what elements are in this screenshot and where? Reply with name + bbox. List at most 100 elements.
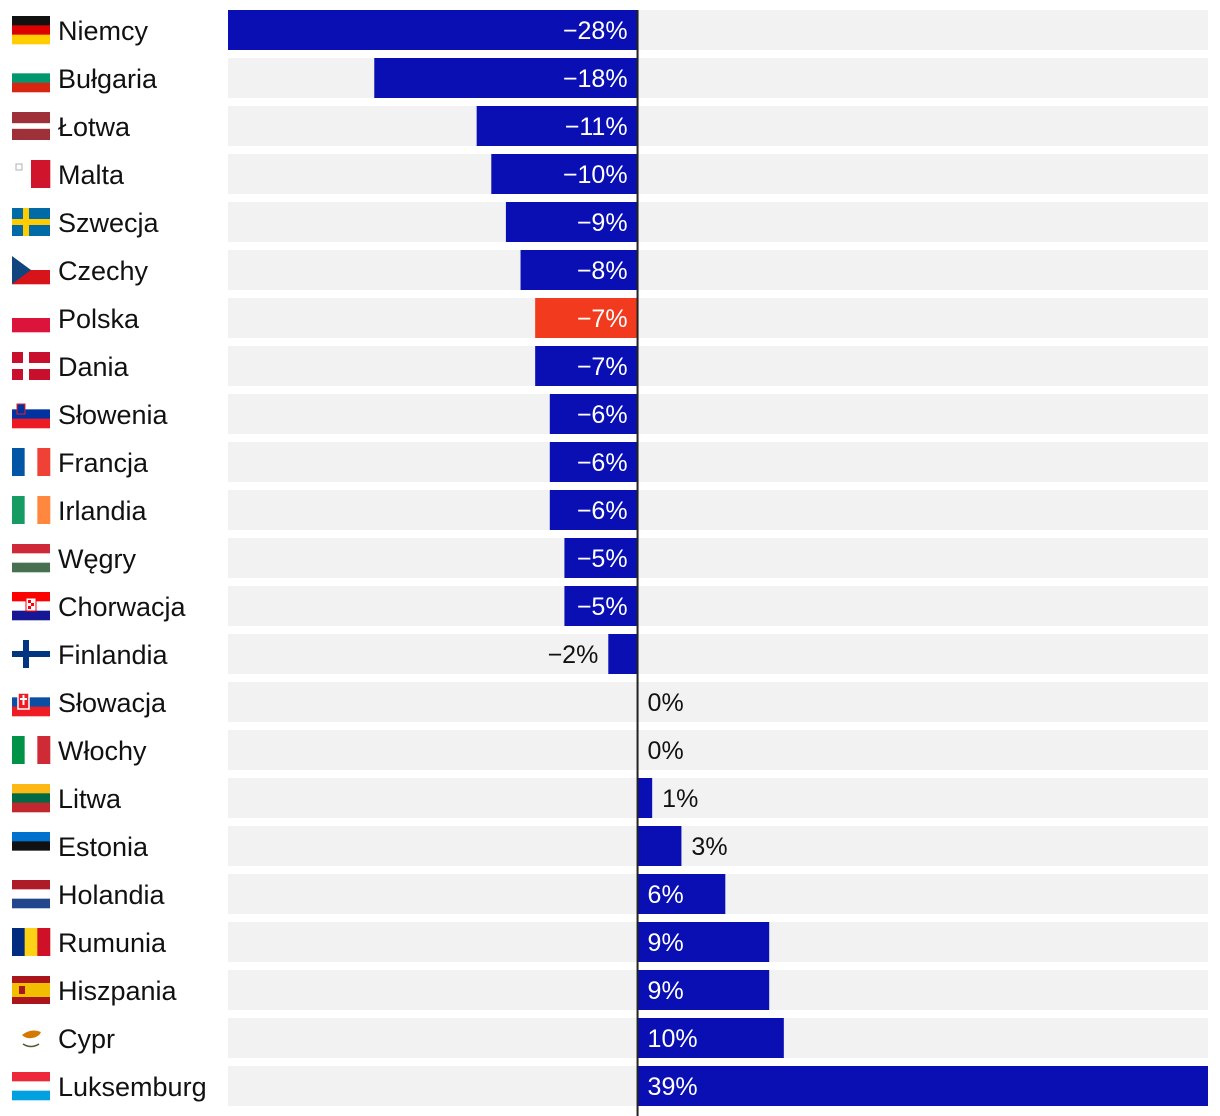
- value-label-niemcy: −28%: [563, 17, 628, 45]
- flag-sk-icon: [12, 688, 50, 717]
- row-track-litwa: [228, 778, 1208, 818]
- flag-si-icon: [12, 400, 50, 429]
- value-label-slowenia: −6%: [577, 401, 628, 429]
- country-label-estonia: Estonia: [58, 832, 149, 862]
- bar-holandia: [637, 874, 726, 914]
- country-label-czechy: Czechy: [58, 256, 149, 286]
- flag-fi-icon: [12, 640, 50, 668]
- country-label-slowacja: Słowacja: [58, 688, 167, 718]
- flag-fr-icon: [12, 448, 51, 476]
- row-track-szwecja: [228, 202, 1208, 242]
- flag-hr-icon: [12, 592, 50, 621]
- country-label-lotwa: Łotwa: [58, 112, 131, 142]
- country-label-rumunia: Rumunia: [58, 928, 167, 958]
- value-label-holandia: 6%: [648, 881, 684, 909]
- bar-hiszpania: [637, 970, 770, 1010]
- bar-cypr: [637, 1018, 784, 1058]
- value-label-cypr: 10%: [648, 1025, 698, 1053]
- value-label-finlandia: −2%: [548, 641, 599, 669]
- bar-niemcy: [228, 10, 638, 50]
- row-track-polska: [228, 298, 1208, 338]
- bars: [228, 10, 1208, 1106]
- row-track-lotwa: [228, 106, 1208, 146]
- row-track-malta: [228, 154, 1208, 194]
- country-labels: Niemcy Bułgaria Łotwa Malta Szwecja Czechy Pol…: [58, 16, 207, 1102]
- country-label-dania: Dania: [58, 352, 130, 382]
- bar-slowenia: [549, 394, 638, 434]
- country-label-bulgaria: Bułgaria: [58, 64, 158, 94]
- value-label-polska: −7%: [577, 305, 628, 333]
- row-track-slowenia: [228, 394, 1208, 434]
- flag-cz-icon: [12, 256, 50, 285]
- flag-lt-icon: [12, 784, 50, 813]
- country-label-niemcy: Niemcy: [58, 16, 149, 46]
- bar-litwa: [637, 778, 653, 818]
- country-label-finlandia: Finlandia: [58, 640, 169, 670]
- bar-czechy: [520, 250, 638, 290]
- country-label-hiszpania: Hiszpania: [58, 976, 178, 1006]
- bar-szwecja: [505, 202, 638, 242]
- value-label-czechy: −8%: [577, 257, 628, 285]
- flag-lu-icon: [12, 1072, 50, 1101]
- value-label-malta: −10%: [563, 161, 628, 189]
- value-label-szwecja: −9%: [577, 209, 628, 237]
- bar-chorwacja: [564, 586, 638, 626]
- country-label-cypr: Cypr: [58, 1024, 115, 1054]
- flag-de-icon: [12, 16, 50, 45]
- bar-rumunia: [637, 922, 770, 962]
- bar-dania: [535, 346, 638, 386]
- value-label-irlandia: −6%: [577, 497, 628, 525]
- flag-es-icon: [12, 976, 50, 1004]
- bar-irlandia: [549, 490, 638, 530]
- value-label-lotwa: −11%: [565, 113, 628, 141]
- country-label-polska: Polska: [58, 304, 140, 334]
- country-label-litwa: Litwa: [58, 784, 122, 814]
- value-label-luksemburg: 39%: [648, 1073, 698, 1101]
- bar-francja: [549, 442, 638, 482]
- country-label-luksemburg: Luksemburg: [58, 1072, 207, 1102]
- country-label-wlochy: Włochy: [58, 736, 147, 766]
- value-label-chorwacja: −5%: [577, 593, 628, 621]
- bar-polska: [535, 298, 638, 338]
- bar-wegry: [564, 538, 638, 578]
- country-label-malta: Malta: [58, 160, 125, 190]
- flag-ee-icon: [12, 832, 50, 861]
- flag-ie-icon: [12, 496, 51, 524]
- value-label-slowacja: 0%: [648, 689, 684, 717]
- bar-bulgaria: [374, 58, 638, 98]
- bar-finlandia: [608, 634, 638, 674]
- value-label-francja: −6%: [577, 449, 628, 477]
- bar-lotwa: [476, 106, 638, 146]
- flag-mt-icon: [12, 160, 51, 188]
- country-label-slowenia: Słowenia: [58, 400, 169, 430]
- row-track-finlandia: [228, 634, 1208, 674]
- value-label-estonia: 3%: [691, 833, 727, 861]
- row-track-francja: [228, 442, 1208, 482]
- country-label-szwecja: Szwecja: [58, 208, 160, 238]
- flag-lv-icon: [12, 112, 50, 140]
- flag-ro-icon: [12, 928, 51, 956]
- flag-it-icon: [12, 736, 51, 764]
- bar-malta: [491, 154, 638, 194]
- row-track-chorwacja: [228, 586, 1208, 626]
- flag-cy-icon: [12, 1024, 50, 1052]
- row-track-wlochy: [228, 730, 1208, 770]
- flag-hu-icon: [12, 544, 50, 573]
- flag-bg-icon: [12, 64, 50, 93]
- row-track-irlandia: [228, 490, 1208, 530]
- flag-se-icon: [12, 208, 50, 236]
- flag-pl-icon: [12, 304, 50, 333]
- value-label-dania: −7%: [577, 353, 628, 381]
- flag-nl-icon: [12, 880, 50, 909]
- country-label-irlandia: Irlandia: [58, 496, 148, 526]
- bar-estonia: [637, 826, 682, 866]
- value-label-hiszpania: 9%: [648, 977, 684, 1005]
- row-track-dania: [228, 346, 1208, 386]
- value-label-litwa: 1%: [662, 785, 698, 813]
- flag-dk-icon: [12, 352, 50, 380]
- flag-icons: [12, 16, 51, 1101]
- value-label-wegry: −5%: [577, 545, 628, 573]
- value-label-rumunia: 9%: [648, 929, 684, 957]
- row-track-slowacja: [228, 682, 1208, 722]
